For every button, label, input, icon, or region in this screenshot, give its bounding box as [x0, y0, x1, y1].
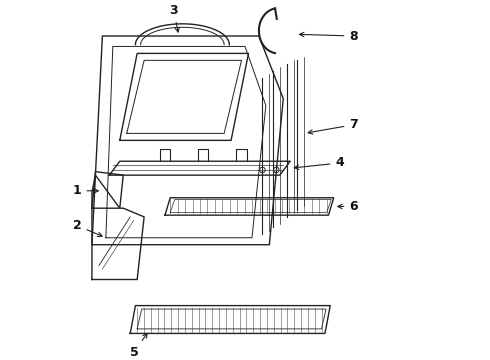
Text: 7: 7	[308, 118, 358, 134]
Text: 4: 4	[294, 157, 344, 170]
Text: 2: 2	[73, 219, 102, 237]
Text: 1: 1	[73, 184, 98, 197]
Text: 6: 6	[338, 200, 358, 213]
Text: 5: 5	[130, 333, 147, 359]
Text: 8: 8	[299, 30, 358, 42]
Text: 3: 3	[170, 4, 179, 32]
